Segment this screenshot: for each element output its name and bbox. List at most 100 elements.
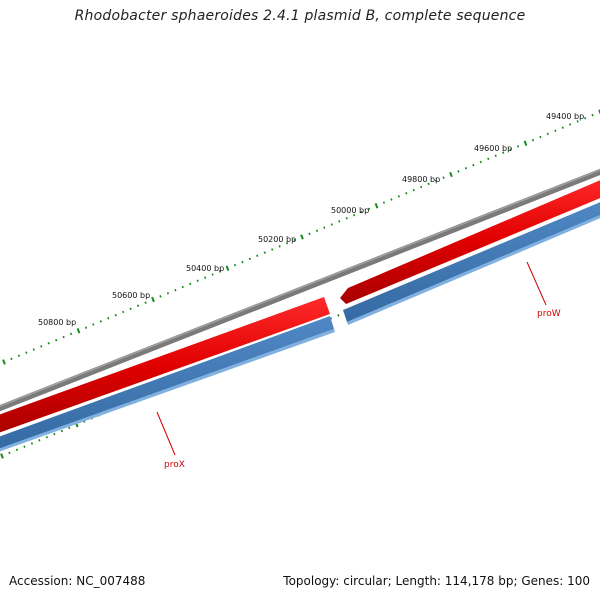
accession-text: Accession: NC_007488 [9, 574, 146, 588]
minor-tick [367, 207, 371, 211]
minor-tick [405, 191, 408, 195]
minor-tick [554, 129, 557, 132]
minor-tick [472, 163, 475, 167]
minor-tick [591, 113, 594, 117]
minor-tick [353, 213, 356, 217]
backbone-arc [0, 168, 600, 412]
minor-tick [10, 357, 13, 361]
minor-tick [561, 126, 564, 129]
ruler-label: 50600 bp [112, 291, 150, 300]
minor-tick [576, 120, 579, 123]
minor-tick [233, 263, 237, 267]
minor-tick [569, 123, 572, 126]
ruler-label: 49800 bp [402, 175, 440, 184]
minor-tick [516, 145, 520, 148]
minor-tick [241, 260, 244, 264]
minor-tick [390, 198, 393, 201]
minor-tick [434, 179, 438, 182]
minor-tick [360, 210, 363, 214]
minor-tick [99, 320, 102, 323]
minor-tick [204, 276, 207, 279]
minor-tick [479, 160, 482, 164]
minor-tick [32, 348, 35, 351]
minor-tick [62, 335, 65, 339]
minor-tick [584, 117, 587, 120]
minor-tick [129, 307, 132, 311]
minor-tick [174, 288, 177, 292]
minor-tick [546, 132, 549, 136]
minor-tick [68, 426, 71, 430]
minor-tick [45, 436, 48, 439]
minor-tick [315, 229, 319, 232]
minor-tick [15, 448, 19, 451]
gene-reverse-right-feature[interactable] [343, 198, 600, 322]
ruler-label: 49600 bp [474, 144, 512, 153]
minor-tick [397, 195, 400, 198]
minor-tick [218, 270, 222, 273]
gene-forward-left-feature[interactable] [0, 297, 330, 436]
minor-tick [285, 242, 289, 245]
prox-leader-line [156, 411, 176, 456]
minor-tick [47, 342, 50, 345]
minor-tick [278, 245, 281, 248]
major-tick [523, 140, 528, 146]
major-tick [449, 171, 453, 178]
minor-tick [8, 451, 11, 455]
gene-label-prow[interactable]: proW [537, 309, 561, 319]
minor-tick [122, 310, 125, 314]
major-tick [300, 234, 304, 240]
minor-tick [53, 432, 56, 436]
minor-tick [323, 226, 326, 229]
minor-tick [502, 151, 505, 154]
minor-tick [107, 317, 110, 320]
gene-prow-feature[interactable] [340, 176, 600, 304]
minor-tick [144, 301, 147, 304]
minor-tick [137, 304, 140, 307]
minor-tick [38, 439, 41, 442]
minor-tick [69, 332, 73, 336]
backbone-highlight [0, 169, 600, 407]
gene-prox-underline [0, 329, 335, 452]
major-tick [0, 453, 4, 459]
prow-leader-line [526, 261, 547, 306]
major-tick [598, 109, 600, 115]
minor-tick [92, 323, 95, 326]
ruler-label: 50200 bp [258, 235, 296, 244]
gene-label-prox[interactable]: proX [164, 460, 185, 470]
minor-tick [17, 354, 21, 358]
map-title: Rhodobacter sphaeroides 2.4.1 plasmid B,… [74, 8, 526, 24]
major-tick [374, 203, 379, 209]
minor-tick [464, 167, 468, 170]
minor-tick [189, 282, 192, 286]
major-tick [2, 359, 6, 365]
minor-tick [330, 223, 333, 226]
minor-tick [271, 248, 274, 251]
minor-tick [211, 273, 214, 276]
minor-tick [23, 445, 26, 448]
minor-tick [382, 201, 386, 204]
minor-tick [196, 279, 199, 282]
minor-tick [442, 176, 445, 179]
minor-tick [509, 148, 512, 151]
ruler-label: 50800 bp [38, 318, 76, 327]
minor-tick [114, 313, 117, 317]
ruler-label: 50400 bp [186, 264, 224, 273]
gene-prox-feature[interactable] [0, 316, 334, 452]
outer-ruler-ticks [2, 109, 600, 365]
minor-tick [40, 345, 43, 348]
minor-tick [248, 257, 251, 261]
gene-reverse-right-underline [347, 215, 600, 325]
minor-tick [256, 254, 259, 257]
minor-tick [337, 314, 340, 317]
minor-tick [345, 216, 348, 220]
minor-tick [263, 251, 266, 254]
minor-tick [293, 238, 296, 242]
minor-tick [166, 292, 170, 295]
minor-tick [308, 232, 311, 236]
minor-tick [25, 351, 28, 354]
minor-tick [420, 185, 423, 189]
major-tick [76, 328, 81, 334]
minor-tick [338, 220, 341, 223]
minor-tick [427, 182, 430, 186]
